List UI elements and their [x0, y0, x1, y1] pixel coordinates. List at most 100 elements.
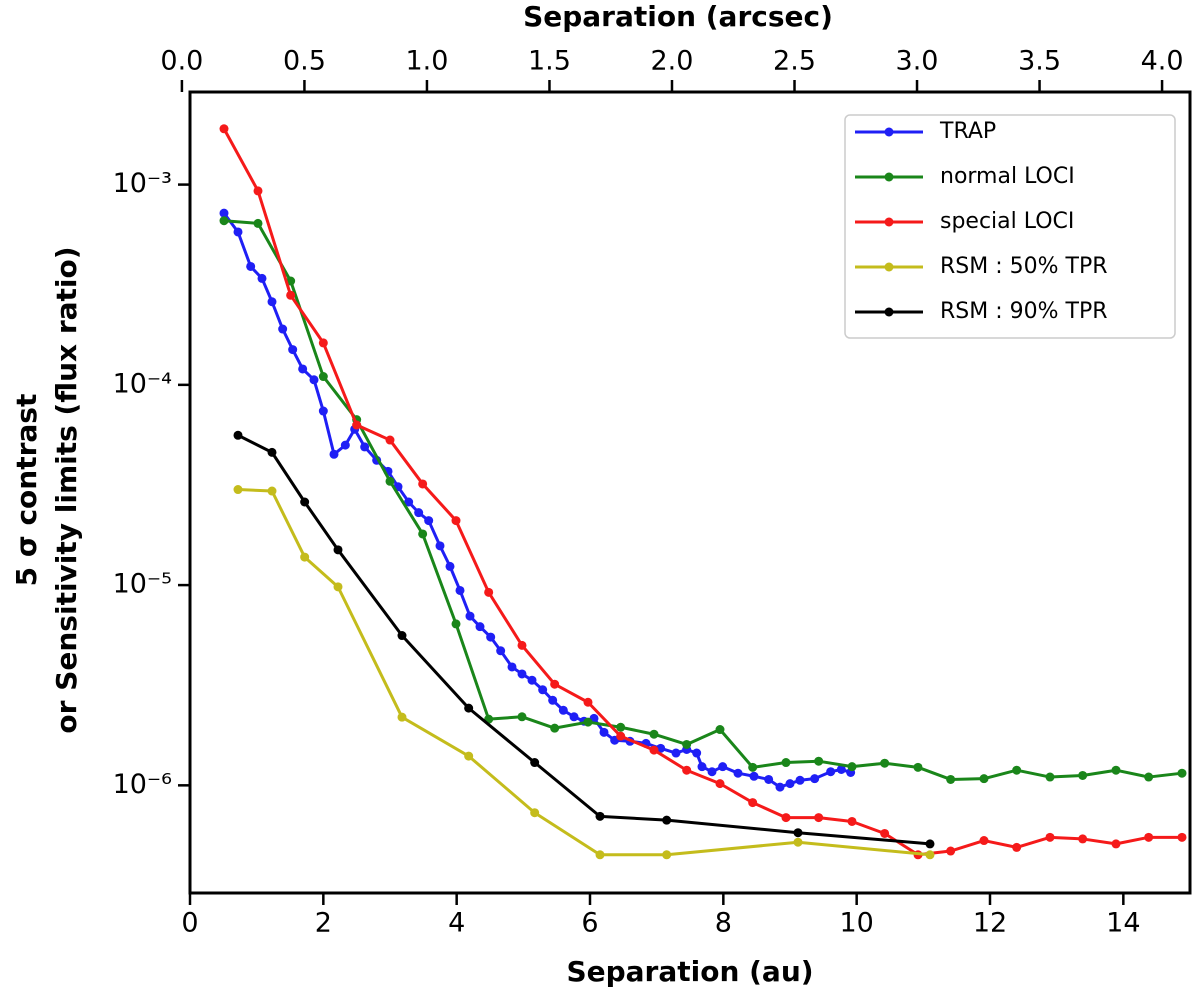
legend-box — [844, 114, 1176, 339]
point — [246, 261, 256, 271]
plot-frame — [188, 90, 1192, 895]
point — [517, 640, 527, 650]
x2-tick-label: 1.5 — [528, 46, 571, 77]
point — [517, 712, 527, 722]
point — [530, 808, 540, 818]
legend-marker — [884, 262, 894, 272]
point — [424, 516, 434, 526]
point — [219, 124, 229, 134]
x2-tick-label: 4.0 — [1141, 46, 1184, 77]
point — [595, 811, 605, 821]
x2-tick-label: 0.5 — [283, 46, 326, 77]
point — [318, 338, 328, 348]
point — [286, 290, 296, 300]
point — [414, 508, 424, 518]
point — [451, 619, 461, 629]
point — [233, 485, 243, 495]
point — [318, 406, 328, 416]
x-tick-label: 0 — [181, 908, 198, 939]
point — [233, 227, 243, 237]
plot-area — [219, 124, 1187, 860]
x-axis-label: Separation (au) — [566, 955, 813, 988]
point — [979, 774, 989, 784]
point — [1078, 834, 1088, 844]
legend-label: TRAP — [939, 119, 996, 144]
point — [649, 745, 659, 755]
point — [333, 582, 343, 592]
point — [219, 208, 229, 218]
point — [1045, 832, 1055, 842]
point — [253, 186, 263, 196]
point — [484, 587, 494, 597]
x-tick-label: 10 — [839, 908, 873, 939]
legend-marker — [884, 307, 894, 317]
point — [616, 731, 626, 741]
point — [397, 712, 407, 722]
point — [692, 748, 702, 758]
x2-tick-label: 0.0 — [160, 46, 203, 77]
point — [309, 375, 319, 385]
point — [517, 669, 527, 679]
point — [385, 435, 395, 445]
point — [253, 218, 263, 228]
point — [1012, 765, 1022, 775]
point — [946, 774, 956, 784]
point — [550, 679, 560, 689]
x2-tick-label: 2.5 — [773, 46, 816, 77]
point — [288, 345, 298, 355]
legend-marker — [884, 127, 894, 137]
point — [793, 828, 803, 838]
point — [385, 476, 395, 486]
legend-label: RSM : 90% TPR — [940, 299, 1108, 324]
x-tick-label: 6 — [581, 908, 598, 939]
point — [1111, 839, 1121, 849]
legend-marker — [884, 217, 894, 227]
point — [836, 764, 846, 774]
point — [715, 725, 725, 735]
point — [558, 705, 568, 715]
point — [1078, 770, 1088, 780]
y-tick-label: 10⁻⁶ — [113, 769, 172, 800]
legend-label: RSM : 50% TPR — [940, 254, 1108, 279]
point — [697, 762, 707, 772]
point — [662, 850, 672, 860]
point — [538, 685, 548, 695]
point — [749, 771, 759, 781]
point — [451, 516, 461, 526]
point — [781, 813, 791, 823]
point — [464, 703, 474, 713]
point — [267, 486, 277, 496]
y-tick-label: 10⁻³ — [113, 168, 172, 199]
point — [569, 712, 579, 722]
point — [455, 585, 465, 595]
x2-tick-label: 1.0 — [405, 46, 448, 77]
point — [775, 782, 785, 792]
point — [418, 529, 428, 539]
legend-marker — [884, 172, 894, 182]
x-tick-label: 14 — [1106, 908, 1140, 939]
point — [616, 722, 626, 732]
point — [925, 839, 935, 849]
point — [507, 662, 517, 672]
x2-tick-label: 3.5 — [1018, 46, 1061, 77]
point — [781, 758, 791, 768]
y-tick-label: 10⁻⁵ — [113, 569, 172, 600]
point — [548, 695, 558, 705]
x2-axis-label: Separation (arcsec) — [523, 0, 833, 33]
point — [847, 762, 857, 772]
x2-tick-label: 2.0 — [651, 46, 694, 77]
point — [810, 774, 820, 784]
point — [913, 762, 923, 772]
point — [946, 846, 956, 856]
point — [814, 813, 824, 823]
point — [257, 273, 267, 283]
point — [475, 622, 485, 632]
legend-label: normal LOCI — [940, 164, 1075, 189]
point — [267, 447, 277, 457]
point — [880, 758, 890, 768]
point — [595, 850, 605, 860]
point — [340, 440, 350, 450]
point — [671, 748, 681, 758]
point — [1177, 768, 1187, 778]
point — [847, 816, 857, 826]
